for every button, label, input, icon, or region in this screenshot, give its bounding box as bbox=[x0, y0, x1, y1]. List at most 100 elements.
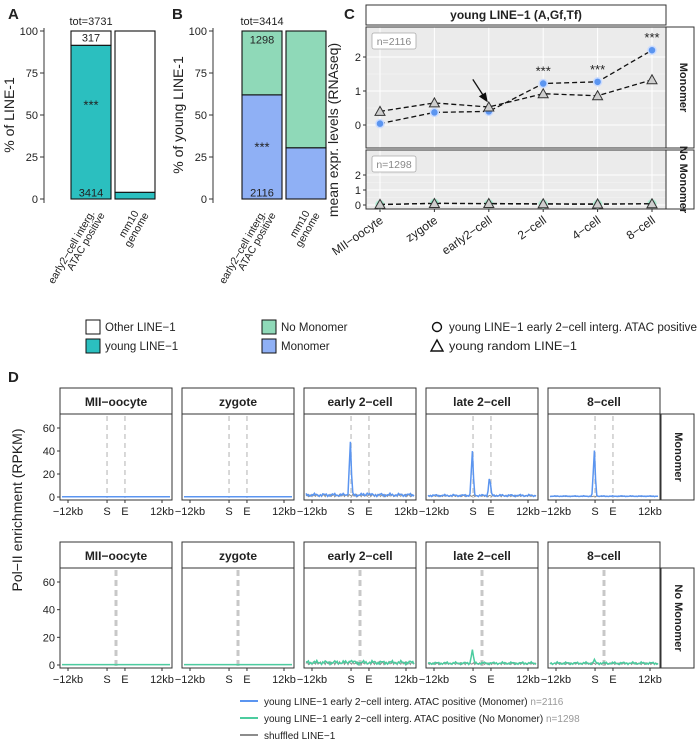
bar-segment-b bbox=[285, 30, 327, 149]
stage-strip-d bbox=[303, 387, 417, 415]
facet-strip-label-c: No Monomer bbox=[677, 146, 689, 214]
stage-label-d: MII−oocyte bbox=[85, 395, 148, 409]
stage-strip-d bbox=[59, 387, 173, 415]
legend-text-bottom: shuffled LINE−1 bbox=[264, 731, 336, 742]
legend-text-bottom: young LINE−1 early 2−cell interg. ATAC p… bbox=[264, 697, 564, 708]
x-tick-label-d: S bbox=[103, 674, 110, 686]
y-axis-label-d: Pol−II enrichment (RPKM) bbox=[9, 429, 25, 592]
point-circle-c bbox=[592, 77, 603, 87]
series-line-c bbox=[379, 79, 653, 113]
legend-n-bottom: n=2116 bbox=[530, 697, 563, 708]
stage-label-d: early 2−cell bbox=[327, 549, 392, 563]
facet-title-strip bbox=[365, 4, 667, 26]
x-tick-label-d: E bbox=[487, 506, 494, 518]
panel-label-a: A bbox=[8, 6, 19, 23]
x-tick-label-d: −12kb bbox=[175, 674, 205, 686]
y-tick-label-a: 25 bbox=[26, 152, 38, 164]
y-tick-label-a: 0 bbox=[32, 194, 38, 206]
facet-strip-c bbox=[665, 149, 695, 210]
x-tick-label-d: −12kb bbox=[541, 674, 571, 686]
bar-label-b: 2116 bbox=[250, 187, 274, 199]
profile-panel-d bbox=[59, 413, 173, 501]
x-tick-label-d: 12kb bbox=[516, 506, 540, 518]
bar-segment-b bbox=[241, 30, 283, 96]
x-tick-label-d: 12kb bbox=[150, 506, 174, 518]
point-circle-c bbox=[647, 45, 657, 55]
stage-label-d: MII−oocyte bbox=[85, 549, 148, 563]
x-tick-label-d: 12kb bbox=[638, 674, 662, 686]
panel-label-c: C bbox=[344, 6, 355, 23]
legend-text-top: young random LINE−1 bbox=[449, 341, 577, 353]
x-tick-label-d: 12kb bbox=[516, 674, 540, 686]
x-tick-label-d: S bbox=[103, 506, 110, 518]
x-tick-label-d: −12kb bbox=[53, 674, 83, 686]
y-tick-label-d: 20 bbox=[43, 632, 55, 644]
x-tick-label-d: 12kb bbox=[272, 674, 296, 686]
panel-label-b: B bbox=[172, 6, 183, 23]
bar-segment-b bbox=[285, 147, 327, 200]
significance-stars-c: *** bbox=[536, 64, 551, 79]
x-tick-label-d: S bbox=[469, 506, 476, 518]
x-tick-label-d: 12kb bbox=[394, 506, 418, 518]
stage-label-d: 8−cell bbox=[587, 395, 621, 409]
point-circle-c bbox=[538, 78, 548, 89]
y-tick-label-a: 50 bbox=[26, 110, 38, 122]
legend-text-top: young LINE−1 bbox=[105, 341, 178, 353]
stage-label-d: zygote bbox=[219, 549, 257, 563]
x-tick-label-d: E bbox=[121, 674, 128, 686]
bar-label-b: *** bbox=[254, 140, 269, 155]
arrow-head-c bbox=[478, 92, 488, 103]
bar-label-a: *** bbox=[83, 98, 98, 113]
point-circle-c bbox=[429, 107, 440, 118]
row-strip-d bbox=[660, 567, 695, 669]
x-tick-label-c: 8−cell bbox=[624, 213, 658, 243]
y-tick-label-d: 60 bbox=[43, 577, 55, 589]
point-triangle-c bbox=[591, 197, 604, 209]
bar-label-a: 3414 bbox=[79, 187, 103, 199]
x-tick-label-d: −12kb bbox=[297, 506, 327, 518]
significance-stars-c: *** bbox=[590, 62, 605, 77]
x-tick-label-d: S bbox=[469, 674, 476, 686]
legend-n-bottom: n=1298 bbox=[546, 714, 580, 725]
profile-panel-d bbox=[181, 413, 295, 501]
stage-strip-d bbox=[547, 541, 661, 569]
point-triangle-c bbox=[428, 197, 441, 208]
x-tick-label-d: 12kb bbox=[272, 506, 296, 518]
stage-strip-d bbox=[425, 541, 539, 569]
legend-swatch-top bbox=[261, 338, 277, 354]
stage-strip-d bbox=[425, 387, 539, 415]
stage-strip-d bbox=[181, 387, 295, 415]
point-triangle-c bbox=[482, 197, 495, 208]
point-triangle-c bbox=[591, 89, 604, 101]
row-strip-label-d: Monomer bbox=[672, 432, 684, 482]
stage-label-d: late 2−cell bbox=[453, 549, 511, 563]
y-tick-label-a: 75 bbox=[26, 68, 38, 80]
x-tick-label-d: S bbox=[591, 506, 598, 518]
y-axis-label-c: mean expr. levels (RNAseq) bbox=[325, 43, 341, 217]
x-tick-label-c: zygote bbox=[403, 213, 440, 245]
profile-panel-d bbox=[425, 413, 539, 501]
x-tick-label-d: −12kb bbox=[419, 506, 449, 518]
legend-circle-top bbox=[431, 321, 443, 333]
point-triangle-c bbox=[646, 73, 658, 85]
legend-text-bottom: young LINE−1 early 2−cell interg. ATAC p… bbox=[264, 714, 580, 725]
x-tick-label-d: E bbox=[243, 674, 250, 686]
y-axis-label-a: % of LINE-1 bbox=[1, 77, 17, 153]
x-tick-label-d: E bbox=[365, 674, 372, 686]
facet-strip-c bbox=[665, 26, 695, 149]
x-tick-label-d: 12kb bbox=[150, 674, 174, 686]
y-tick-label-c: 2 bbox=[355, 52, 361, 64]
significance-stars-c: *** bbox=[644, 30, 659, 45]
legend-text-top: young LINE−1 early 2−cell interg. ATAC p… bbox=[449, 322, 697, 334]
bar-segment-b bbox=[241, 94, 283, 200]
total-annotation-a: tot=3731 bbox=[69, 16, 112, 28]
x-tick-label-d: E bbox=[121, 506, 128, 518]
legend-text-top: Other LINE−1 bbox=[105, 322, 176, 334]
x-tick-label-d: E bbox=[609, 674, 616, 686]
x-tick-label-d: S bbox=[591, 674, 598, 686]
x-tick-label-c: 4−cell bbox=[569, 213, 603, 243]
x-tick-label-d: −12kb bbox=[297, 674, 327, 686]
n-label-c: n=1298 bbox=[376, 159, 411, 171]
point-triangle-c bbox=[482, 100, 495, 112]
